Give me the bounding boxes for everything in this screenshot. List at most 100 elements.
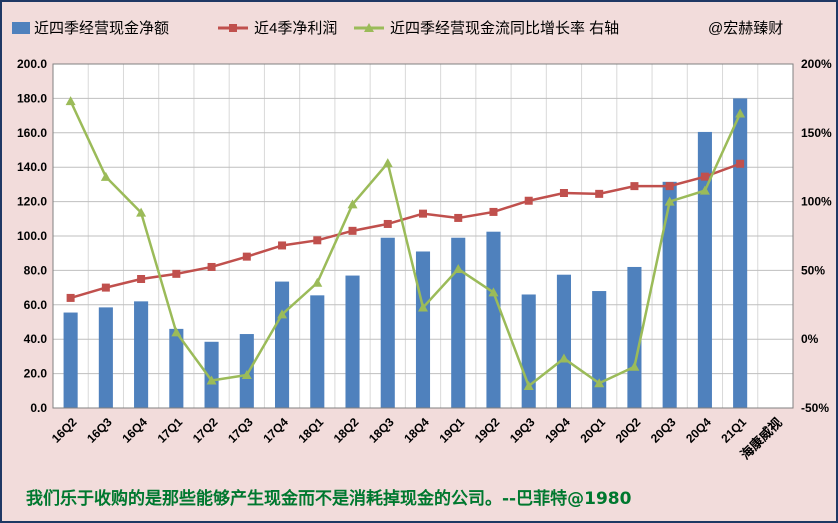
x-tick-label: 20Q2	[613, 415, 644, 446]
legend: 近四季经营现金净额 近4季净利润 近四季经营现金流同比增长率 右轴 @宏赫臻财	[12, 20, 783, 37]
y-left-tick-label: 0.0	[30, 401, 47, 415]
legend-marker-growth	[364, 23, 374, 32]
y-left-tick-label: 100.0	[17, 229, 47, 243]
x-tick-label: 20Q1	[577, 415, 608, 446]
y-left-tick-label: 160.0	[17, 126, 47, 140]
net-profit-marker	[383, 219, 392, 228]
growth-rate-marker	[664, 196, 675, 206]
growth-rate-marker	[171, 327, 182, 337]
cash-flow-bar	[380, 237, 395, 408]
bar-series	[63, 98, 748, 409]
growth-rate-marker	[136, 207, 147, 217]
x-tick-label: 19Q1	[436, 415, 467, 446]
growth-rate-marker	[558, 353, 569, 363]
x-tick-label: 20Q4	[683, 415, 714, 446]
growth-rate-marker	[629, 361, 640, 371]
cash-flow-bar	[310, 295, 325, 408]
x-tick-label: 18Q4	[401, 415, 432, 446]
net-profit-marker	[665, 182, 674, 191]
net-profit-marker	[207, 262, 216, 271]
growth-rate-marker	[100, 171, 111, 181]
growth-rate-marker	[418, 302, 428, 312]
x-tick-label: 19Q4	[542, 415, 573, 446]
net-profit-marker	[172, 269, 181, 278]
x-tick-label: 19Q3	[507, 415, 538, 446]
x-tick-label: 19Q2	[472, 415, 503, 446]
net-profit-marker	[489, 207, 498, 216]
y-left-tick-label: 200.0	[17, 57, 47, 71]
cash-flow-bar	[521, 294, 536, 408]
net-profit-marker	[101, 283, 110, 292]
x-tick-label: 17Q1	[155, 415, 186, 446]
net-profit-marker	[630, 182, 639, 191]
cash-flow-bar	[415, 251, 431, 408]
cash-flow-bar	[451, 237, 466, 408]
legend-swatch-bar	[12, 22, 30, 34]
y-left-tick-label: 40.0	[24, 332, 48, 346]
x-tick-label: 18Q1	[296, 415, 327, 446]
growth-rate-marker	[594, 378, 605, 388]
buffett-quote: 我们乐于收购的是那些能够产生现金而不是消耗掉现金的公司。--巴菲特@1980	[26, 489, 632, 509]
y-left-tick-label: 140.0	[17, 160, 47, 174]
growth-rate-marker	[347, 199, 358, 209]
net-profit-marker	[278, 241, 287, 250]
cash-flow-bar	[556, 274, 571, 408]
growth-rate-marker	[206, 375, 217, 385]
cash-flow-bar	[733, 98, 748, 409]
net-profit-marker	[736, 159, 745, 168]
net-profit-marker	[137, 275, 146, 283]
cash-flow-bar	[134, 301, 149, 408]
y-right-tick-label: -50%	[801, 401, 829, 415]
cash-flow-bar	[627, 266, 642, 408]
y-right-tick-label: 200%	[801, 57, 832, 71]
growth-rate-marker	[382, 158, 393, 168]
cash-flow-bar	[697, 131, 712, 408]
cash-flow-bar	[345, 275, 360, 408]
x-tick-label: 17Q4	[260, 415, 291, 446]
y-left-tick-label: 120.0	[17, 195, 47, 209]
growth-rate-marker	[523, 380, 534, 390]
x-tick-label: 16Q3	[84, 415, 115, 446]
y-right-tick-label: 50%	[801, 263, 825, 277]
net-profit-marker	[313, 236, 322, 245]
cash-flow-bar	[486, 231, 501, 408]
cash-flow-bar	[169, 328, 184, 408]
cash-flow-bar	[204, 341, 219, 408]
growth-rate-line	[69, 100, 742, 389]
growth-rate-marker	[312, 277, 323, 287]
net-profit-marker	[700, 172, 709, 181]
x-tick-label: 21Q1	[718, 415, 749, 446]
legend-label-profit: 近4季净利润	[254, 20, 337, 37]
growth-rate-marker	[488, 287, 499, 297]
y-right-tick-label: 0%	[801, 332, 819, 346]
x-tick-label: 17Q2	[190, 415, 221, 446]
cash-flow-bar	[98, 307, 113, 408]
net-profit-marker	[595, 189, 604, 198]
y-left-tick-label: 180.0	[17, 91, 47, 105]
x-tick-label: 16Q4	[119, 415, 150, 446]
x-tick-label: 17Q3	[225, 415, 256, 446]
legend-marker-profit	[229, 24, 237, 32]
x-tick-label: 16Q2	[49, 415, 80, 446]
growth-rate-marker	[241, 369, 252, 379]
net-profit-marker	[66, 293, 75, 302]
net-profit-marker	[348, 226, 357, 235]
cash-flow-bar	[275, 281, 290, 408]
x-tick-label: 20Q3	[648, 415, 679, 446]
growth-rate-marker	[735, 108, 746, 118]
profit-line-series	[66, 159, 745, 302]
cash-flow-bar	[63, 312, 78, 408]
growth-rate-marker	[453, 264, 464, 274]
growth-rate-marker	[65, 96, 76, 106]
growth-rate-marker	[277, 309, 288, 319]
y-right-tick-label: 100%	[801, 195, 832, 209]
growth-rate-marker	[699, 185, 710, 195]
cash-flow-bar	[592, 291, 607, 408]
x-tick-label: 18Q2	[331, 415, 362, 446]
legend-watermark: @宏赫臻财	[708, 20, 783, 37]
net-profit-marker	[559, 189, 568, 197]
growth-line-series	[65, 96, 746, 390]
net-profit-marker	[524, 196, 533, 205]
y-left-tick-label: 60.0	[24, 298, 48, 312]
